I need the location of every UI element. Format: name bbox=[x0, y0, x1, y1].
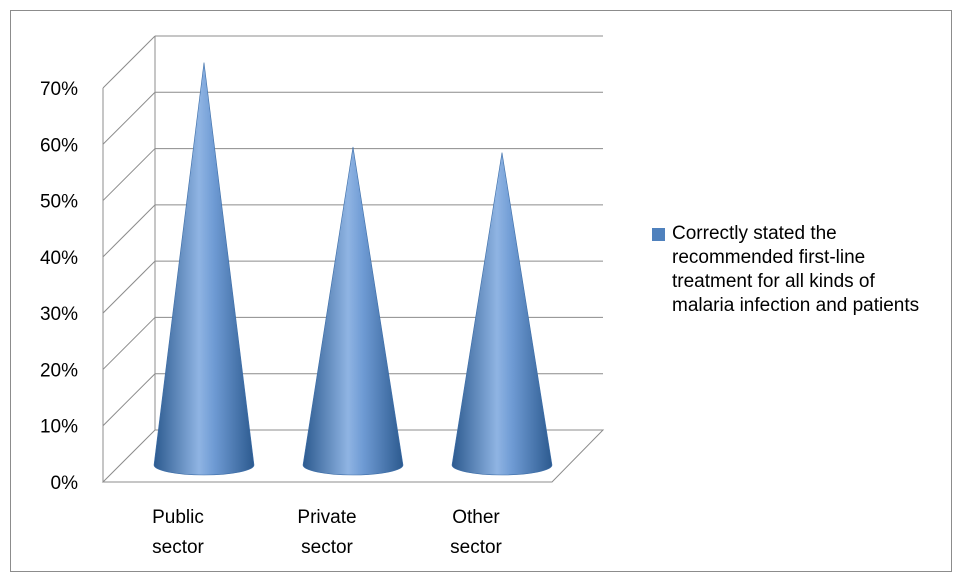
x-axis-categories: Public sector Private sector Other sector bbox=[152, 507, 502, 558]
legend-swatch bbox=[652, 228, 665, 241]
legend-label: Correctly stated the recommended first-l… bbox=[672, 223, 920, 316]
gridline-diagonal bbox=[102, 35, 156, 89]
y-tick-label: 20% bbox=[40, 360, 78, 381]
gridline-diagonal bbox=[102, 260, 156, 314]
x-category-label: Private sector bbox=[297, 507, 356, 558]
x-category-label: Public sector bbox=[152, 507, 204, 558]
x-category-label: Other sector bbox=[450, 507, 502, 558]
x-category-line: sector bbox=[152, 537, 204, 558]
gridline-diagonal bbox=[102, 148, 156, 201]
cone-shape bbox=[302, 146, 404, 476]
cone-bar bbox=[302, 146, 404, 476]
gridline-diagonal bbox=[102, 91, 156, 145]
cone-shape bbox=[451, 152, 553, 476]
y-tick-label: 40% bbox=[40, 248, 78, 269]
y-tick-label: 0% bbox=[51, 473, 79, 494]
x-category-line: Public bbox=[152, 507, 204, 528]
cone-bar bbox=[153, 62, 255, 476]
y-tick-label: 60% bbox=[40, 135, 78, 156]
cone-shape bbox=[153, 62, 255, 476]
gridline-diagonal bbox=[102, 317, 156, 370]
gridline-diagonal bbox=[102, 373, 156, 427]
x-category-line: sector bbox=[301, 537, 353, 558]
y-tick-label: 10% bbox=[40, 417, 78, 438]
gridline-diagonal bbox=[102, 204, 156, 258]
cone-series bbox=[153, 62, 553, 476]
x-category-line: Other bbox=[452, 507, 500, 528]
x-category-line: sector bbox=[450, 537, 502, 558]
y-tick-label: 30% bbox=[40, 304, 78, 325]
y-tick-label: 70% bbox=[40, 79, 78, 100]
cone-bar bbox=[451, 152, 553, 476]
x-category-line: Private bbox=[297, 507, 356, 528]
y-axis-ticks: 0% 10% 20% 30% 40% 50% 60% 70% bbox=[40, 79, 78, 494]
floor bbox=[101, 429, 605, 483]
legend: Correctly stated the recommended first-l… bbox=[652, 222, 922, 318]
y-tick-label: 50% bbox=[40, 192, 78, 213]
chart-walls bbox=[101, 36, 605, 483]
